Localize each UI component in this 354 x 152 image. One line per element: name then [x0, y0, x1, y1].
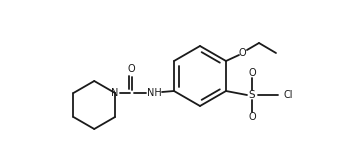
Text: O: O [238, 48, 246, 58]
Text: S: S [249, 90, 255, 100]
Text: O: O [248, 68, 256, 78]
Text: NH: NH [147, 88, 161, 98]
Text: O: O [248, 112, 256, 122]
Text: Cl: Cl [284, 90, 293, 100]
Text: O: O [127, 64, 135, 74]
Text: N: N [111, 88, 119, 98]
